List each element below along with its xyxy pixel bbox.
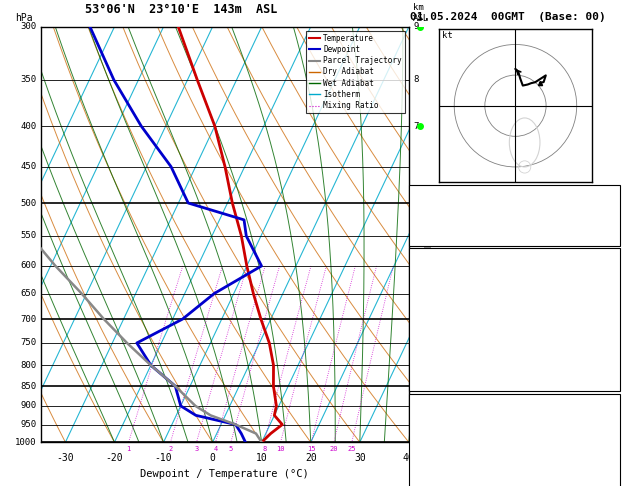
Text: 4: 4 (213, 447, 218, 452)
Text: LCL: LCL (413, 424, 428, 433)
Text: 2: 2 (413, 361, 419, 370)
Text: Pressure (mb): Pressure (mb) (412, 419, 493, 429)
Text: Dewp (°C): Dewp (°C) (412, 295, 468, 304)
Text: -30: -30 (57, 452, 74, 463)
Text: Dewpoint / Temperature (°C): Dewpoint / Temperature (°C) (140, 469, 309, 479)
Text: 1000: 1000 (15, 438, 36, 447)
Text: -10: -10 (155, 452, 172, 463)
Text: 8: 8 (262, 447, 266, 452)
Text: 40: 40 (403, 452, 415, 463)
Text: 850: 850 (20, 382, 36, 391)
Text: -20: -20 (106, 452, 123, 463)
Text: 550: 550 (20, 231, 36, 241)
Text: 650: 650 (20, 289, 36, 298)
Text: 600: 600 (20, 261, 36, 270)
Text: 21: 21 (604, 210, 616, 220)
Text: 305: 305 (598, 440, 616, 450)
Text: 900: 900 (20, 401, 36, 410)
Text: 800: 800 (20, 361, 36, 370)
Text: 750: 750 (20, 338, 36, 347)
Text: CAPE (J): CAPE (J) (412, 356, 462, 365)
Text: CAPE (J): CAPE (J) (412, 481, 462, 486)
Text: 6: 6 (413, 199, 419, 208)
Text: 975: 975 (598, 419, 616, 429)
Text: 299: 299 (598, 315, 616, 325)
Text: 1: 1 (413, 401, 419, 410)
Text: 5: 5 (229, 447, 233, 452)
Text: 2: 2 (169, 447, 172, 452)
Text: 15: 15 (307, 447, 316, 452)
Text: 25: 25 (348, 447, 356, 452)
Text: 12: 12 (604, 335, 616, 345)
Text: 400: 400 (20, 122, 36, 131)
Text: 53°06'N  23°10'E  143m  ASL: 53°06'N 23°10'E 143m ASL (84, 3, 277, 17)
Text: PW (cm): PW (cm) (412, 231, 456, 241)
Text: 350: 350 (20, 75, 36, 85)
Legend: Temperature, Dewpoint, Parcel Trajectory, Dry Adiabat, Wet Adiabat, Isotherm, Mi: Temperature, Dewpoint, Parcel Trajectory… (306, 31, 405, 113)
Text: 9: 9 (413, 22, 419, 31)
Text: CIN (J): CIN (J) (412, 376, 456, 386)
Text: 01.05.2024  00GMT  (Base: 00): 01.05.2024 00GMT (Base: 00) (410, 12, 606, 22)
Text: 3: 3 (194, 447, 199, 452)
Text: 10: 10 (604, 274, 616, 284)
Text: -39: -39 (598, 190, 616, 200)
Text: 30: 30 (354, 452, 365, 463)
Text: Lifted Index: Lifted Index (412, 460, 487, 470)
Text: 0: 0 (610, 481, 616, 486)
Text: Most Unstable: Most Unstable (474, 399, 555, 409)
Text: 6.7: 6.7 (598, 295, 616, 304)
Text: 500: 500 (20, 199, 36, 208)
Text: Temp (°C): Temp (°C) (412, 274, 468, 284)
Text: 450: 450 (20, 162, 36, 171)
Text: © weatheronline.co.uk: © weatheronline.co.uk (453, 470, 576, 480)
Text: 4: 4 (413, 261, 419, 270)
Text: 0: 0 (610, 376, 616, 386)
Text: 10: 10 (256, 452, 267, 463)
Text: Surface: Surface (493, 254, 536, 263)
Text: 10: 10 (276, 447, 285, 452)
Text: hPa: hPa (15, 13, 33, 22)
Text: 7: 7 (413, 122, 419, 131)
Text: 3: 3 (413, 314, 419, 324)
Text: 20: 20 (305, 452, 316, 463)
Text: 950: 950 (20, 420, 36, 429)
Text: 1: 1 (126, 447, 131, 452)
Text: 8: 8 (413, 75, 419, 85)
Text: km
ASL: km ASL (413, 3, 428, 22)
Text: θₑ (K): θₑ (K) (412, 440, 450, 450)
Text: K: K (412, 190, 418, 200)
Text: 300: 300 (20, 22, 36, 31)
Text: Mixing Ratio (g/kg): Mixing Ratio (g/kg) (425, 187, 433, 282)
Text: Totals Totals: Totals Totals (412, 210, 493, 220)
Text: kt: kt (442, 31, 453, 40)
Text: 0: 0 (209, 452, 216, 463)
Text: 5: 5 (413, 231, 419, 241)
Text: 9: 9 (610, 460, 616, 470)
Text: 700: 700 (20, 314, 36, 324)
Text: 0.63: 0.63 (591, 231, 616, 241)
Text: 0: 0 (610, 356, 616, 365)
Text: Lifted Index: Lifted Index (412, 335, 487, 345)
Text: 20: 20 (330, 447, 338, 452)
Text: θₑ(K): θₑ(K) (412, 315, 443, 325)
